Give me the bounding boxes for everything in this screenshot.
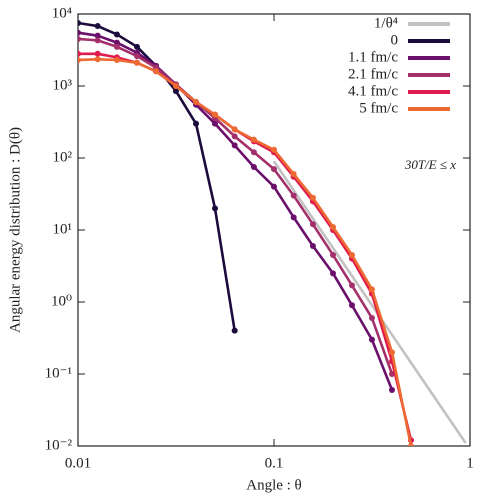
data-point <box>231 126 238 133</box>
data-point <box>290 214 297 221</box>
y-tick-label: 10¹ <box>53 221 73 237</box>
data-point <box>271 166 277 173</box>
data-point <box>172 83 179 89</box>
y-tick-label: 10³ <box>53 77 73 93</box>
data-point <box>368 286 375 293</box>
data-point <box>113 31 120 38</box>
legend-label: 2.1 fm/c <box>348 66 398 82</box>
data-point <box>309 194 316 201</box>
annotation: 30T/E ≤ x <box>404 157 456 172</box>
data-point <box>407 443 414 446</box>
data-point <box>348 251 355 258</box>
plot-frame <box>77 13 471 447</box>
data-point <box>94 32 101 39</box>
data-point <box>271 183 277 190</box>
data-point <box>134 43 141 50</box>
data-point <box>309 242 316 249</box>
y-tick-label: 10⁰ <box>51 293 72 309</box>
data-point <box>78 29 81 36</box>
data-point <box>172 88 179 95</box>
data-point <box>368 336 375 343</box>
data-point <box>231 133 238 140</box>
data-point <box>78 19 81 26</box>
data-point <box>368 314 375 321</box>
data-point <box>94 56 101 63</box>
legend-label: 1.1 fm/c <box>348 49 398 65</box>
data-point <box>330 224 337 231</box>
plot-area <box>78 19 467 446</box>
data-point <box>348 302 355 309</box>
data-point <box>330 251 337 258</box>
x-tick-label: 0.01 <box>65 455 91 471</box>
data-point <box>290 192 297 199</box>
data-point <box>389 349 396 356</box>
data-point <box>348 282 355 289</box>
x-tick-label: 0.1 <box>265 455 284 471</box>
series-line <box>272 160 467 444</box>
data-point <box>94 37 101 44</box>
data-point <box>231 142 238 149</box>
data-point <box>250 149 257 156</box>
data-point <box>309 221 316 228</box>
data-point <box>78 50 81 57</box>
y-axis-label: Angular energy distribution : D(θ) <box>7 127 23 333</box>
data-point <box>211 111 218 118</box>
x-tick-label: 1 <box>466 455 474 471</box>
data-point <box>193 98 200 105</box>
series-line <box>78 31 394 391</box>
legend-label: 1/θ⁴ <box>374 15 398 31</box>
data-point <box>94 23 101 30</box>
legend-label: 0 <box>391 32 399 48</box>
data-point <box>193 120 200 127</box>
data-point <box>250 163 257 170</box>
data-point <box>271 146 277 153</box>
data-point <box>330 270 337 277</box>
series-line <box>78 57 413 446</box>
data-point <box>134 53 141 60</box>
data-point <box>78 35 81 42</box>
y-tick-label: 10² <box>53 149 73 165</box>
x-axis-label: Angle : θ <box>246 477 302 493</box>
data-point <box>389 386 396 393</box>
data-point <box>113 43 120 50</box>
data-point <box>113 39 120 46</box>
data-point <box>152 68 159 75</box>
data-point <box>134 59 141 66</box>
data-point <box>211 205 218 212</box>
y-tick-label: 10⁻² <box>45 437 73 453</box>
data-point <box>78 56 81 63</box>
data-point <box>231 327 238 334</box>
data-point <box>211 120 218 127</box>
data-point <box>290 170 297 177</box>
data-point <box>113 56 120 63</box>
legend-label: 5 fm/c <box>359 100 398 116</box>
series-line <box>78 37 394 375</box>
legend-label: 4.1 fm/c <box>348 83 398 99</box>
data-point <box>94 50 101 57</box>
data-point <box>250 136 257 143</box>
y-tick-label: 10⁻¹ <box>45 365 72 381</box>
y-tick-label: 10⁴ <box>52 5 72 21</box>
